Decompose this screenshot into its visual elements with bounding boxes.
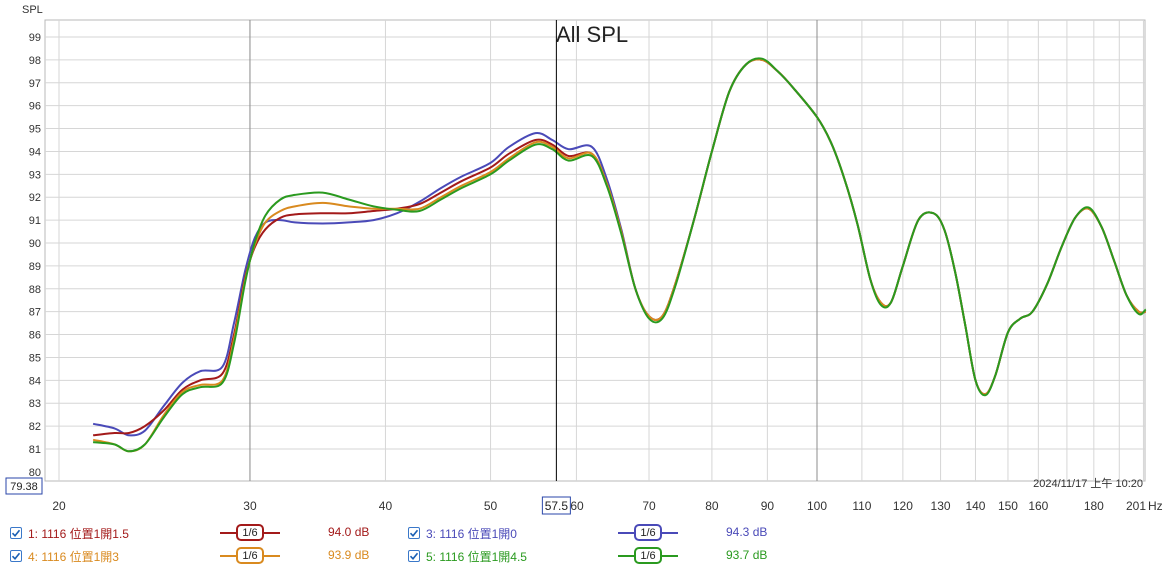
x-tick-label: 130	[931, 499, 951, 513]
y-tick-label: 89	[29, 261, 41, 273]
x-tick-label: 120	[893, 499, 913, 513]
legend-item-1: 1: 1116 位置1開1.5	[10, 524, 129, 542]
series-line-4	[92, 57, 1147, 453]
y-tick-label: 94	[29, 146, 41, 158]
cursor-x-value: 57.5	[545, 499, 569, 513]
x-axis-ticks: 20 30 40 50 60 70 80 90 100 110 120 130 140 150 160 180…	[52, 499, 1146, 513]
check-icon	[11, 529, 21, 538]
x-tick-label: 180	[1084, 499, 1104, 513]
y-tick-label: 93	[29, 169, 41, 181]
y-tick-label: 95	[29, 124, 41, 136]
series-1-value: 94.0 dB	[328, 525, 370, 539]
x-tick-label: 20	[52, 499, 66, 513]
check-icon	[409, 529, 419, 538]
x-tick-label: 110	[852, 499, 871, 513]
cursor-x-readout: 57.5	[541, 496, 571, 515]
y-tick-label: 87	[29, 307, 41, 319]
x-tick-label: 30	[243, 499, 257, 513]
series-5-smoothing-button[interactable]: 1/6	[634, 547, 662, 564]
x-tick-label: 70	[642, 499, 656, 513]
series-5-name: 5: 1116 位置1開4.5	[426, 549, 527, 564]
x-tick-label: 80	[705, 499, 719, 513]
y-tick-label: 98	[29, 55, 41, 67]
y-axis-ticks: 81 82 83 84 85 86 87 88 89 90 91 92 93 94 95 96 97 98 99 80	[29, 32, 41, 479]
x-tick-label: 50	[484, 499, 498, 513]
x-tick-label: 60	[570, 499, 584, 513]
series-5-value: 93.7 dB	[726, 548, 768, 562]
x-tick-label: 100	[807, 499, 827, 513]
timestamp: 2024/11/17 上午 10:20	[1033, 477, 1143, 490]
y-tick-label: 82	[29, 421, 41, 433]
y-axis-label: SPL	[22, 4, 43, 16]
series-3-value: 94.3 dB	[726, 525, 768, 539]
x-axis-unit: Hz	[1148, 499, 1163, 513]
series-3-name: 3: 1116 位置1開0	[426, 526, 517, 541]
legend-item-5: 5: 1116 位置1開4.5	[408, 547, 527, 565]
x-tick-label: 150	[998, 499, 1018, 513]
y-tick-label: 81	[29, 444, 41, 456]
x-tick-label: 201	[1126, 499, 1146, 513]
legend-item-3: 3: 1116 位置1開0	[408, 524, 517, 542]
x-tick-label: 40	[379, 499, 393, 513]
y-tick-label: 90	[29, 238, 41, 250]
series-5-checkbox[interactable]	[408, 550, 420, 562]
check-icon	[409, 552, 419, 561]
x-tick-label: 140	[965, 499, 985, 513]
y-tick-label: 97	[29, 78, 41, 90]
y-tick-label: 83	[29, 398, 41, 410]
minor-grid	[45, 20, 1145, 481]
y-tick-label: 84	[29, 375, 41, 387]
x-tick-label: 90	[761, 499, 775, 513]
y-tick-label: 80	[29, 467, 41, 479]
y-tick-label: 99	[29, 32, 41, 44]
series-1-checkbox[interactable]	[10, 527, 22, 539]
series-4-smoothing-button[interactable]: 1/6	[236, 547, 264, 564]
series-4-value: 93.9 dB	[328, 548, 370, 562]
series-4-checkbox[interactable]	[10, 550, 22, 562]
y-tick-label: 91	[29, 215, 41, 227]
series-3-smoothing-button[interactable]: 1/6	[634, 524, 662, 541]
legend-item-4: 4: 1116 位置1開3	[10, 547, 119, 565]
series-layer	[92, 57, 1147, 453]
series-3-checkbox[interactable]	[408, 527, 420, 539]
y-tick-label: 96	[29, 101, 41, 113]
chart-title: All SPL	[556, 22, 628, 47]
plot-area[interactable]	[44, 19, 1146, 482]
y-tick-label: 85	[29, 352, 41, 364]
series-1-smoothing-button[interactable]: 1/6	[236, 524, 264, 541]
y-tick-label: 92	[29, 192, 41, 204]
cursor-y-readout: 79.38	[5, 477, 43, 495]
x-tick-label: 160	[1028, 499, 1048, 513]
y-tick-label: 88	[29, 284, 41, 296]
spl-chart[interactable]: 81 82 83 84 85 86 87 88 89 90 91 92 93 94 95 96 97 98 99 80…	[0, 0, 1167, 520]
check-icon	[11, 552, 21, 561]
y-tick-label: 86	[29, 330, 41, 342]
series-1-name: 1: 1116 位置1開1.5	[28, 526, 129, 541]
series-4-name: 4: 1116 位置1開3	[28, 549, 119, 564]
cursor-y-value: 79.38	[10, 481, 38, 493]
